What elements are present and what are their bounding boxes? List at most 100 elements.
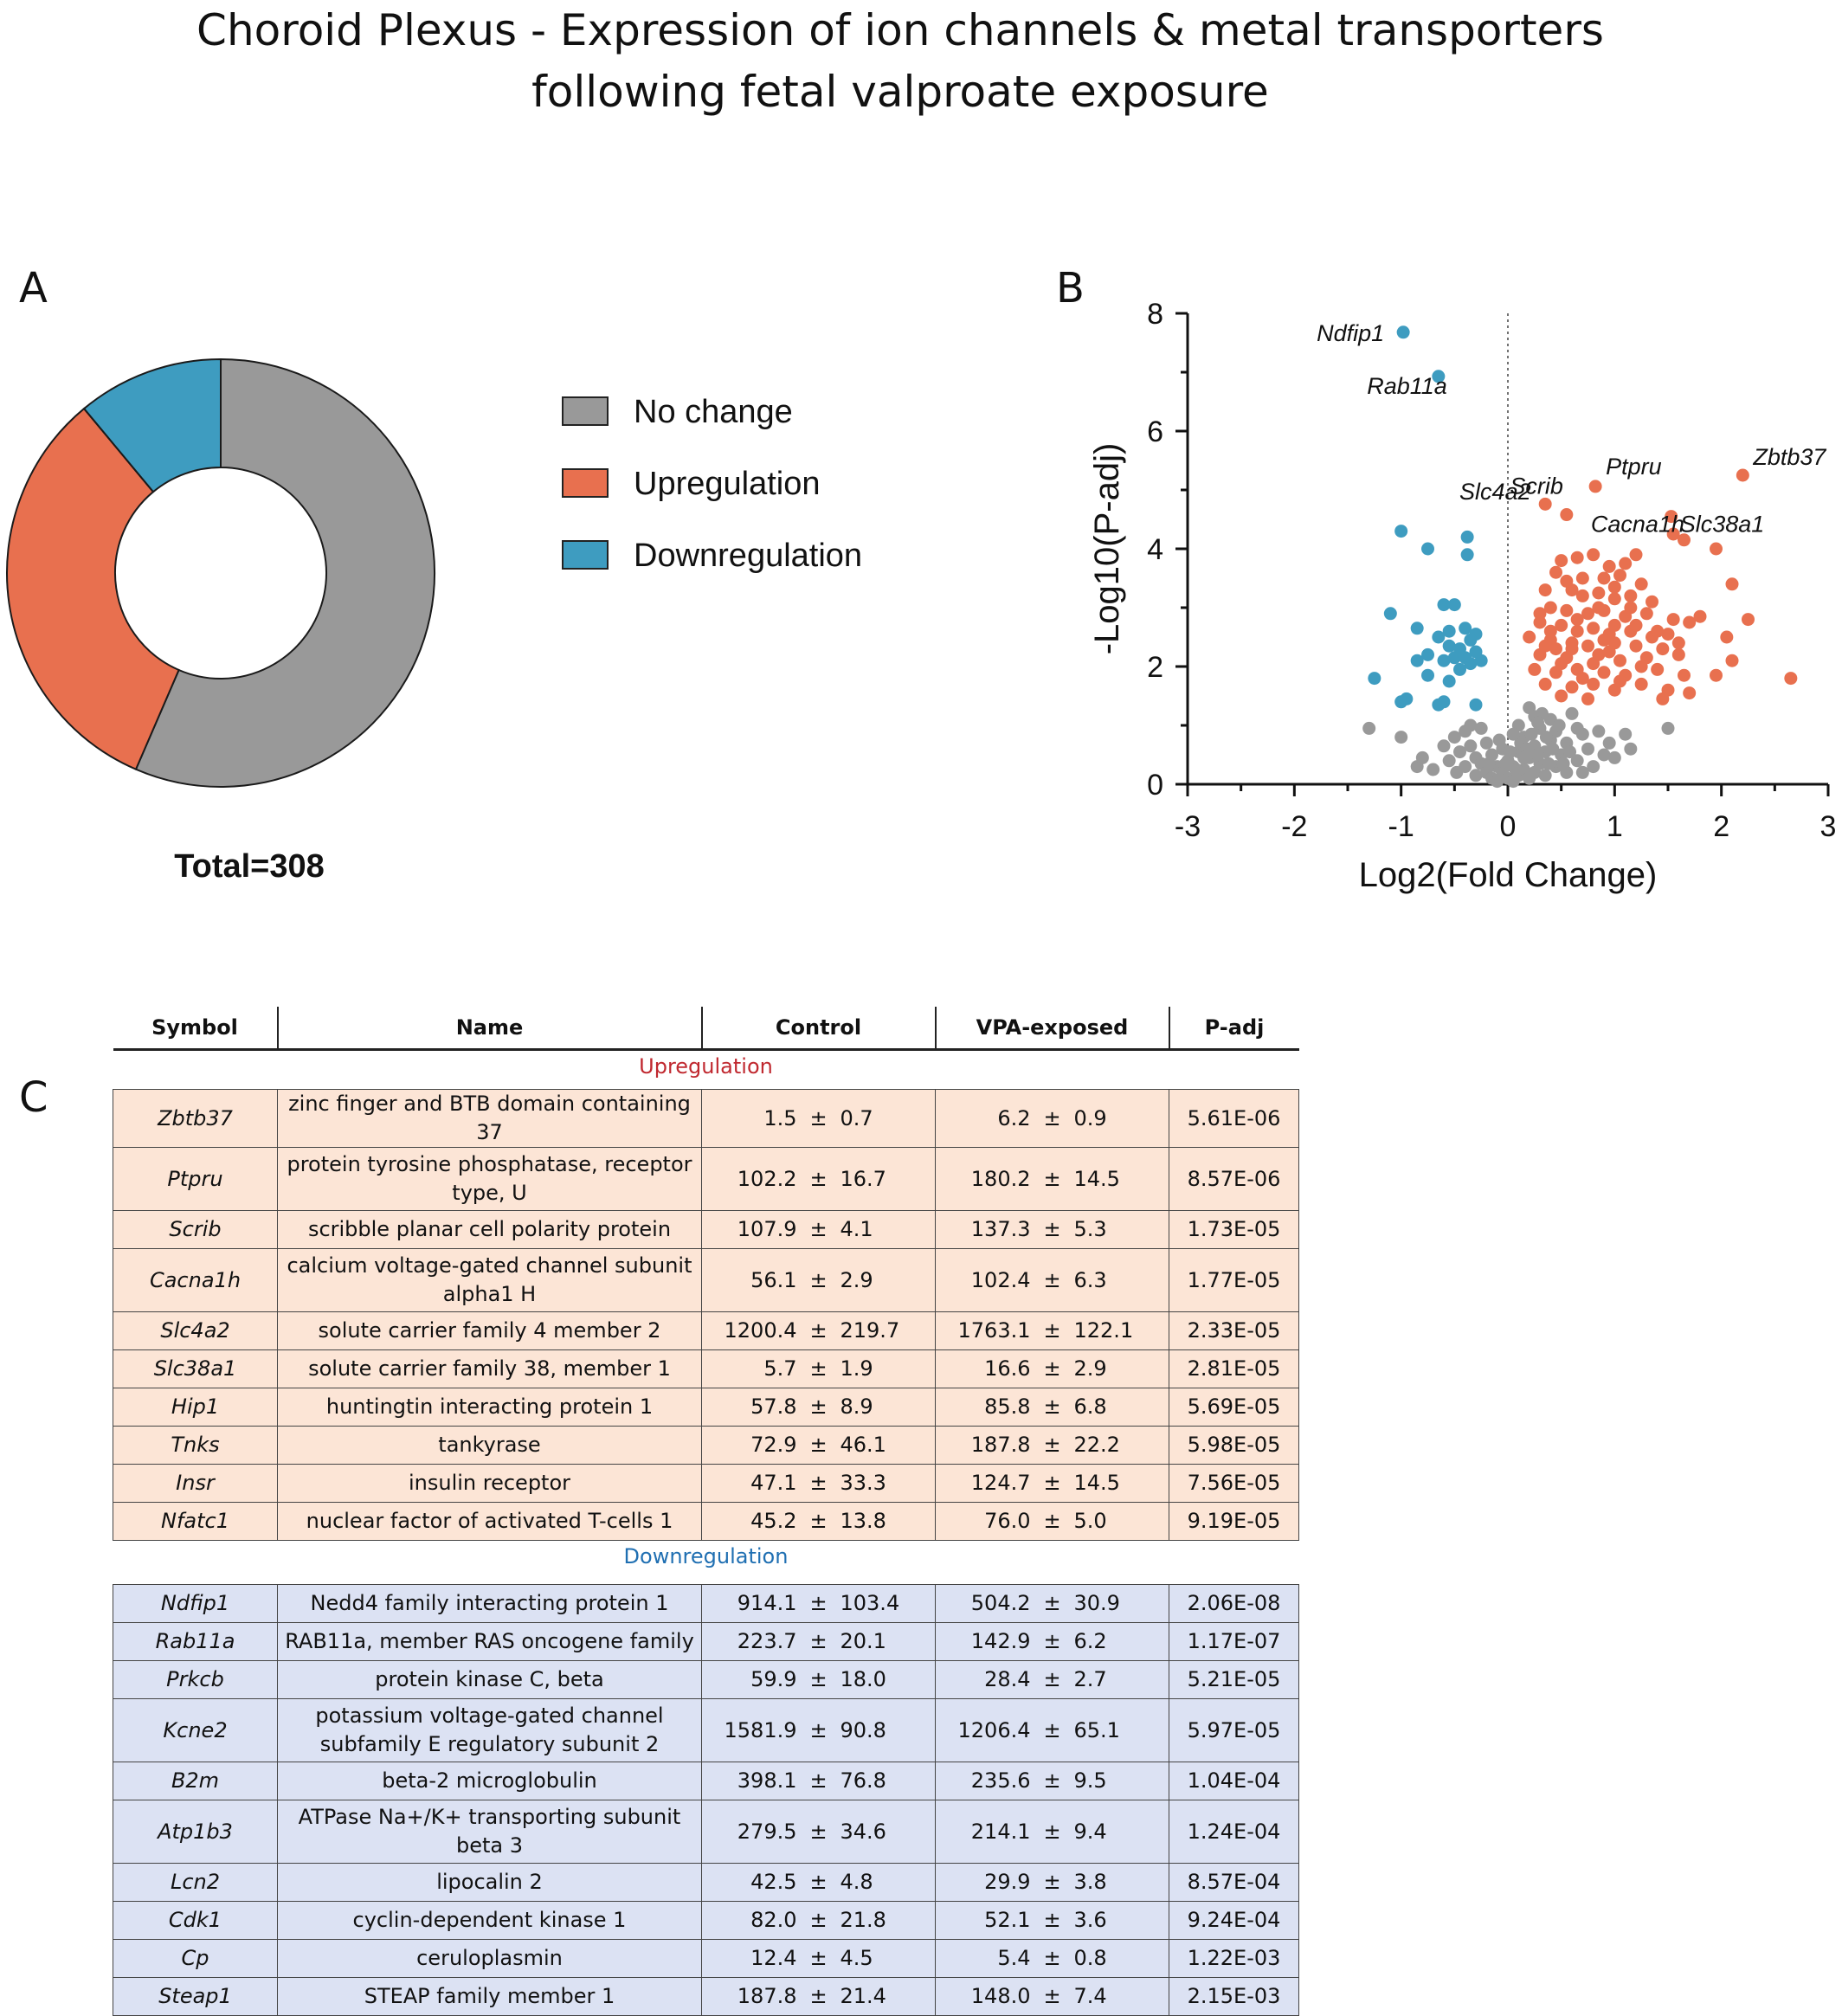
cell-control: 12.4 ±4.5	[701, 1939, 936, 1978]
x-tick-label: -3	[1175, 810, 1201, 843]
cell-control: 102.2 ±16.7	[701, 1147, 936, 1211]
scatter-point-upregulation	[1736, 468, 1749, 482]
sd-value: 14.5	[1073, 1471, 1120, 1495]
scatter-point-downregulation	[1437, 654, 1451, 667]
plus-minus-sign: ±	[809, 1509, 828, 1533]
cell-name: potassium voltage-gated channel subfamil…	[277, 1698, 702, 1762]
sd-value: 76.8	[840, 1768, 886, 1793]
mean-value: 45.2	[750, 1509, 797, 1533]
cell-name: STEAP family member 1	[277, 1977, 702, 2016]
cell-symbol: B2m	[113, 1762, 278, 1800]
cell-vpa-exposed: 1206.4 ±65.1	[935, 1698, 1169, 1762]
scatter-point-upregulation	[1607, 618, 1621, 632]
gene-label-ptpru: Ptpru	[1606, 454, 1662, 480]
scatter-point-downregulation	[1453, 662, 1466, 676]
mean-value: 5.4	[997, 1946, 1031, 1970]
plus-minus-sign: ±	[1043, 1318, 1061, 1343]
table-row: Zbtb37 zinc finger and BTB domain contain…	[113, 1089, 1299, 1148]
scatter-point-downregulation	[1383, 607, 1397, 621]
scatter-point-no-change	[1453, 745, 1466, 759]
mean-value: 142.9	[970, 1629, 1031, 1653]
scatter-point-no-change	[1524, 727, 1538, 741]
scatter-point-upregulation	[1528, 662, 1542, 676]
cell-p-adj: 8.57E-06	[1169, 1147, 1299, 1211]
cell-p-adj: 1.73E-05	[1169, 1210, 1299, 1249]
figure-title-line-1: Choroid Plexus - Expression of ion chann…	[196, 5, 1604, 55]
column-header-symbol: Symbol	[113, 1007, 278, 1051]
cell-vpa-exposed: 148.0 ±7.4	[935, 1977, 1169, 2016]
scatter-point-no-change	[1556, 757, 1570, 770]
cell-control: 56.1 ±2.9	[701, 1248, 936, 1312]
scatter-point-upregulation	[1570, 551, 1584, 564]
scatter-point-no-change	[1602, 736, 1616, 750]
mean-value: 1206.4	[957, 1717, 1031, 1742]
plus-minus-sign: ±	[1043, 1667, 1061, 1691]
scatter-point-no-change	[1565, 706, 1579, 720]
gene-label-zbtb37: Zbtb37	[1752, 444, 1826, 470]
cell-name: insulin receptor	[277, 1464, 702, 1503]
legend-label-no-change: No change	[634, 394, 793, 430]
cell-vpa-exposed: 102.4 ±6.3	[935, 1248, 1169, 1312]
scatter-point-no-change	[1437, 739, 1451, 753]
sd-value: 21.4	[840, 1984, 886, 2008]
scatter-point-downregulation	[1442, 639, 1456, 653]
scatter-point-no-change	[1506, 727, 1520, 741]
plus-minus-sign: ±	[1043, 1471, 1061, 1495]
sd-value: 3.6	[1073, 1908, 1107, 1932]
cell-vpa-exposed: 180.2 ±14.5	[935, 1147, 1169, 1211]
cell-control: 1581.9 ±90.8	[701, 1698, 936, 1762]
scatter-point-downregulation	[1447, 598, 1461, 612]
cell-name: huntingtin interacting protein 1	[277, 1388, 702, 1427]
mean-value: 28.4	[984, 1667, 1031, 1691]
scatter-point-no-change	[1546, 742, 1560, 756]
mean-value: 214.1	[970, 1819, 1031, 1844]
cell-p-adj: 1.04E-04	[1169, 1762, 1299, 1800]
x-tick-label: 1	[1607, 810, 1623, 843]
section-label: Upregulation	[113, 1049, 1299, 1090]
cell-symbol: Hip1	[113, 1388, 278, 1427]
mean-value: 914.1	[737, 1591, 797, 1615]
scatter-point-downregulation	[1442, 624, 1456, 638]
cell-control: 914.1 ±103.4	[701, 1584, 936, 1623]
plus-minus-sign: ±	[809, 1591, 828, 1615]
plus-minus-sign: ±	[1043, 1166, 1061, 1191]
scatter-point-downregulation	[1459, 622, 1472, 635]
mean-value: 72.9	[750, 1433, 797, 1457]
scatter-point-upregulation	[1624, 601, 1638, 615]
x-tick-label: 0	[1500, 810, 1517, 843]
sd-value: 13.8	[840, 1509, 886, 1533]
cell-symbol: Nfatc1	[113, 1502, 278, 1541]
sd-value: 2.7	[1073, 1667, 1107, 1691]
scatter-point-upregulation	[1683, 615, 1697, 629]
table-row: Hip1 huntingtin interacting protein 1 57.8…	[113, 1388, 1299, 1427]
cell-p-adj: 9.19E-05	[1169, 1502, 1299, 1541]
legend-label-upregulation: Upregulation	[634, 466, 820, 502]
sd-value: 46.1	[840, 1433, 886, 1457]
mean-value: 82.0	[750, 1908, 797, 1932]
cell-symbol: Atp1b3	[113, 1800, 278, 1864]
cell-control: 47.1 ±33.3	[701, 1464, 936, 1503]
cell-vpa-exposed: 6.2 ±0.9	[935, 1089, 1169, 1148]
panel-label-a: A	[19, 264, 48, 312]
scatter-point-downregulation	[1460, 530, 1474, 544]
cell-vpa-exposed: 187.8 ±22.2	[935, 1426, 1169, 1465]
column-header-control: Control	[700, 1007, 936, 1051]
table-row: Ptpru protein tyrosine phosphatase, recep…	[113, 1147, 1299, 1211]
cell-p-adj: 1.24E-04	[1169, 1800, 1299, 1864]
scatter-point-upregulation	[1607, 592, 1621, 606]
scatter-point-upregulation	[1651, 662, 1665, 676]
mean-value: 85.8	[984, 1394, 1031, 1419]
cell-name: solute carrier family 38, member 1	[277, 1349, 702, 1388]
scatter-point-downregulation	[1394, 525, 1408, 538]
scatter-point-no-change	[1563, 745, 1577, 759]
sd-value: 33.3	[840, 1471, 886, 1495]
scatter-point-upregulation	[1538, 677, 1552, 691]
plus-minus-sign: ±	[809, 1667, 828, 1691]
scatter-point-upregulation	[1592, 601, 1606, 615]
scatter-point-upregulation	[1523, 630, 1536, 644]
cell-p-adj: 2.81E-05	[1169, 1349, 1299, 1388]
scatter-point-no-change	[1492, 733, 1506, 747]
plus-minus-sign: ±	[809, 1870, 828, 1894]
scatter-point-upregulation	[1581, 692, 1594, 705]
cell-vpa-exposed: 235.6 ±9.5	[935, 1762, 1169, 1800]
